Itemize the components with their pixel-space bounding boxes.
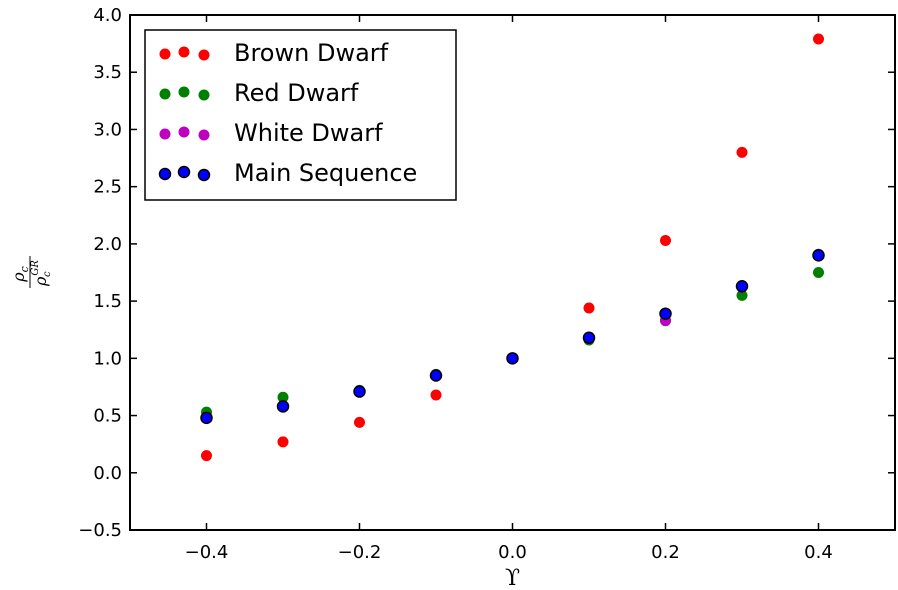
y-tick-label: −0.5 — [78, 520, 122, 541]
point-main-sequence — [582, 331, 596, 344]
legend-marker — [197, 168, 211, 182]
y-tick-label: 4.0 — [93, 5, 122, 26]
y-tick-label: 3.0 — [93, 119, 122, 140]
point-red-dwarf — [736, 289, 748, 301]
point-brown-dwarf — [813, 33, 824, 45]
point-brown-dwarf — [430, 389, 442, 401]
y-tick-label: 0.0 — [93, 463, 122, 484]
point-brown-dwarf — [660, 234, 671, 246]
y-tick-label: 1.0 — [93, 348, 122, 369]
legend-marker — [198, 129, 210, 141]
x-tick-label: −0.4 — [185, 542, 229, 563]
legend-entry-white-dwarf: White Dwarf — [234, 119, 383, 147]
x-tick-label: 0.2 — [651, 542, 680, 563]
legend-box — [144, 29, 457, 201]
point-main-sequence — [276, 400, 290, 413]
x-tick-label: −0.2 — [338, 542, 382, 563]
legend-entry-main-sequence: Main Sequence — [234, 159, 417, 187]
legend-marker — [158, 167, 172, 181]
legend-marker — [198, 49, 210, 61]
point-main-sequence — [429, 369, 443, 382]
point-brown-dwarf — [277, 436, 289, 448]
point-brown-dwarf — [583, 302, 595, 314]
data-points — [200, 33, 825, 462]
point-brown-dwarf — [201, 450, 212, 462]
legend-marker — [159, 128, 171, 140]
x-tick-label: 0.0 — [498, 542, 527, 563]
point-main-sequence — [200, 411, 213, 425]
legend-marker — [159, 48, 171, 60]
y-tick-label: 0.5 — [93, 406, 122, 427]
y-tick-label: 1.5 — [93, 291, 122, 312]
legend-marker — [177, 165, 191, 179]
point-main-sequence — [735, 279, 749, 293]
plot-frame — [129, 14, 896, 531]
legend-marker — [198, 89, 210, 101]
y-tick-label: 3.5 — [93, 62, 122, 83]
point-main-sequence — [506, 352, 519, 365]
point-main-sequence — [812, 249, 825, 262]
axis-ticks: −0.4 −0.2 0.0 0.2 0.4 −0.5 0.0 0.5 1.0 1.5 2.0 2.5 3… — [78, 5, 895, 563]
legend-entry-brown-dwarf: Brown Dwarf — [234, 39, 389, 67]
y-label-numerator: ρc — [9, 266, 31, 283]
x-axis-label: ϒ — [505, 566, 520, 590]
point-red-dwarf — [277, 391, 289, 403]
legend: Brown Dwarf Red Dwarf White Dwarf Main Sequ… — [144, 29, 457, 201]
point-red-dwarf — [813, 267, 824, 278]
y-tick-label: 2.0 — [93, 234, 122, 255]
point-brown-dwarf — [354, 416, 365, 428]
point-main-sequence — [353, 385, 366, 398]
legend-marker — [159, 88, 171, 100]
y-label-denominator: ρGRc — [30, 260, 53, 287]
legend-marker — [178, 46, 190, 58]
point-main-sequence — [659, 307, 672, 320]
x-tick-label: 0.4 — [804, 542, 833, 563]
y-tick-label: 2.5 — [93, 177, 122, 198]
legend-entry-red-dwarf: Red Dwarf — [234, 79, 359, 107]
legend-marker — [178, 86, 190, 98]
point-brown-dwarf — [736, 146, 748, 158]
legend-marker — [178, 126, 190, 138]
